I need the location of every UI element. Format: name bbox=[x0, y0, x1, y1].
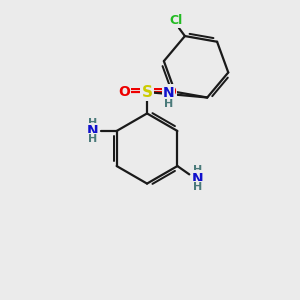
Text: H: H bbox=[164, 99, 173, 109]
Text: S: S bbox=[142, 85, 152, 100]
Text: H: H bbox=[193, 182, 202, 192]
Text: N: N bbox=[163, 86, 174, 100]
Text: Cl: Cl bbox=[169, 14, 183, 27]
Text: O: O bbox=[164, 85, 176, 99]
Text: H: H bbox=[88, 134, 97, 144]
Text: H: H bbox=[88, 118, 97, 128]
Text: O: O bbox=[118, 85, 130, 99]
Text: N: N bbox=[86, 124, 98, 138]
Text: N: N bbox=[192, 172, 203, 185]
Text: H: H bbox=[193, 165, 202, 175]
